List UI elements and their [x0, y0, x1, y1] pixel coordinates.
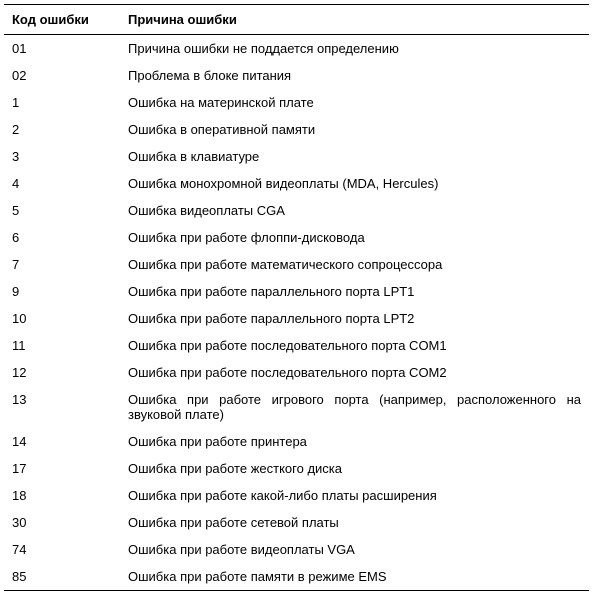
table-row: 14Ошибка при работе принтера	[4, 428, 589, 455]
cell-code: 17	[4, 455, 120, 482]
table-row: 10Ошибка при работе параллельного порта …	[4, 305, 589, 332]
table-row: 30Ошибка при работе сетевой платы	[4, 509, 589, 536]
table-row: 17Ошибка при работе жесткого диска	[4, 455, 589, 482]
table-row: 5Ошибка видеоплаты CGA	[4, 197, 589, 224]
cell-code: 74	[4, 536, 120, 563]
cell-reason: Ошибка на материнской плате	[120, 89, 589, 116]
cell-reason: Ошибка при работе флоппи-дисковода	[120, 224, 589, 251]
table-row: 13Ошибка при работе игрового порта (напр…	[4, 386, 589, 428]
cell-code: 02	[4, 62, 120, 89]
table-row: 3Ошибка в клавиатуре	[4, 143, 589, 170]
table-row: 9Ошибка при работе параллельного порта L…	[4, 278, 589, 305]
table-row: 7Ошибка при работе математического сопро…	[4, 251, 589, 278]
cell-code: 6	[4, 224, 120, 251]
cell-reason: Ошибка при работе параллельного порта LP…	[120, 278, 589, 305]
table-row: 02Проблема в блоке питания	[4, 62, 589, 89]
cell-code: 13	[4, 386, 120, 428]
cell-reason: Ошибка при работе какой-либо платы расши…	[120, 482, 589, 509]
cell-code: 12	[4, 359, 120, 386]
cell-reason: Ошибка при работе принтера	[120, 428, 589, 455]
cell-code: 30	[4, 509, 120, 536]
table-row: 11Ошибка при работе последовательного по…	[4, 332, 589, 359]
cell-code: 10	[4, 305, 120, 332]
table-row: 2Ошибка в оперативной памяти	[4, 116, 589, 143]
error-code-table: Код ошибки Причина ошибки 01Причина ошиб…	[4, 4, 589, 591]
cell-reason: Ошибка при работе последовательного порт…	[120, 359, 589, 386]
cell-code: 5	[4, 197, 120, 224]
table-row: 18Ошибка при работе какой-либо платы рас…	[4, 482, 589, 509]
cell-reason: Ошибка при работе жесткого диска	[120, 455, 589, 482]
cell-reason: Ошибка при работе параллельного порта LP…	[120, 305, 589, 332]
col-header-reason: Причина ошибки	[120, 5, 589, 35]
table-row: 85Ошибка при работе памяти в режиме EMS	[4, 563, 589, 591]
cell-reason: Ошибка при работе памяти в режиме EMS	[120, 563, 589, 591]
table-header-row: Код ошибки Причина ошибки	[4, 5, 589, 35]
cell-code: 3	[4, 143, 120, 170]
table-row: 1Ошибка на материнской плате	[4, 89, 589, 116]
cell-code: 1	[4, 89, 120, 116]
cell-code: 01	[4, 35, 120, 63]
table-body: 01Причина ошибки не поддается определени…	[4, 35, 589, 591]
cell-reason: Ошибка при работе математического сопроц…	[120, 251, 589, 278]
col-header-code: Код ошибки	[4, 5, 120, 35]
cell-code: 4	[4, 170, 120, 197]
cell-code: 14	[4, 428, 120, 455]
error-code-table-wrap: Код ошибки Причина ошибки 01Причина ошиб…	[0, 0, 593, 595]
cell-reason: Ошибка видеоплаты CGA	[120, 197, 589, 224]
cell-reason: Причина ошибки не поддается определению	[120, 35, 589, 63]
cell-reason: Ошибка при работе видеоплаты VGA	[120, 536, 589, 563]
cell-code: 7	[4, 251, 120, 278]
cell-code: 11	[4, 332, 120, 359]
cell-reason: Ошибка при работе игрового порта (наприм…	[120, 386, 589, 428]
cell-reason: Ошибка в клавиатуре	[120, 143, 589, 170]
cell-code: 2	[4, 116, 120, 143]
cell-reason: Ошибка в оперативной памяти	[120, 116, 589, 143]
cell-code: 18	[4, 482, 120, 509]
table-row: 01Причина ошибки не поддается определени…	[4, 35, 589, 63]
cell-code: 85	[4, 563, 120, 591]
cell-reason: Ошибка монохромной видеоплаты (MDA, Herc…	[120, 170, 589, 197]
cell-reason: Проблема в блоке питания	[120, 62, 589, 89]
table-row: 4Ошибка монохромной видеоплаты (MDA, Her…	[4, 170, 589, 197]
table-row: 74Ошибка при работе видеоплаты VGA	[4, 536, 589, 563]
table-row: 12Ошибка при работе последовательного по…	[4, 359, 589, 386]
table-row: 6Ошибка при работе флоппи-дисковода	[4, 224, 589, 251]
cell-reason: Ошибка при работе сетевой платы	[120, 509, 589, 536]
cell-reason: Ошибка при работе последовательного порт…	[120, 332, 589, 359]
cell-code: 9	[4, 278, 120, 305]
